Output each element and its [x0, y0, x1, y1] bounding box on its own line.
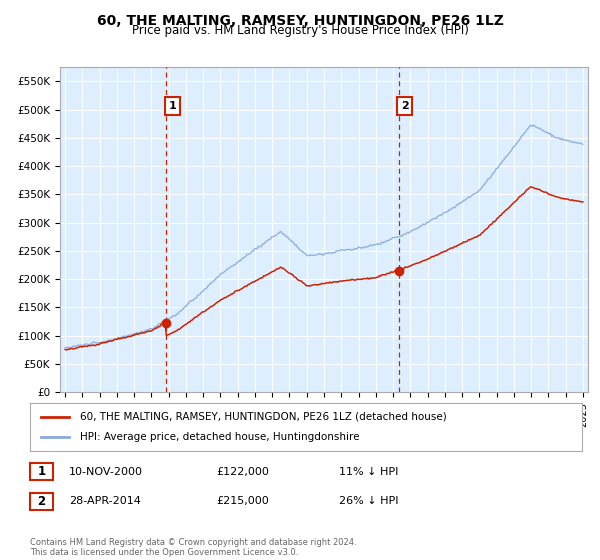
Text: 1: 1 [169, 101, 176, 111]
Text: Price paid vs. HM Land Registry's House Price Index (HPI): Price paid vs. HM Land Registry's House … [131, 24, 469, 37]
Text: 60, THE MALTING, RAMSEY, HUNTINGDON, PE26 1LZ: 60, THE MALTING, RAMSEY, HUNTINGDON, PE2… [97, 14, 503, 28]
Text: 2: 2 [401, 101, 409, 111]
Text: £122,000: £122,000 [216, 466, 269, 477]
Text: 10-NOV-2000: 10-NOV-2000 [69, 466, 143, 477]
Text: £215,000: £215,000 [216, 496, 269, 506]
Text: 28-APR-2014: 28-APR-2014 [69, 496, 141, 506]
Text: 60, THE MALTING, RAMSEY, HUNTINGDON, PE26 1LZ (detached house): 60, THE MALTING, RAMSEY, HUNTINGDON, PE2… [80, 412, 446, 422]
Text: Contains HM Land Registry data © Crown copyright and database right 2024.
This d: Contains HM Land Registry data © Crown c… [30, 538, 356, 557]
Text: 26% ↓ HPI: 26% ↓ HPI [339, 496, 398, 506]
Text: HPI: Average price, detached house, Huntingdonshire: HPI: Average price, detached house, Hunt… [80, 432, 359, 442]
Text: 1: 1 [37, 465, 46, 478]
Text: 2: 2 [37, 494, 46, 508]
Text: 11% ↓ HPI: 11% ↓ HPI [339, 466, 398, 477]
